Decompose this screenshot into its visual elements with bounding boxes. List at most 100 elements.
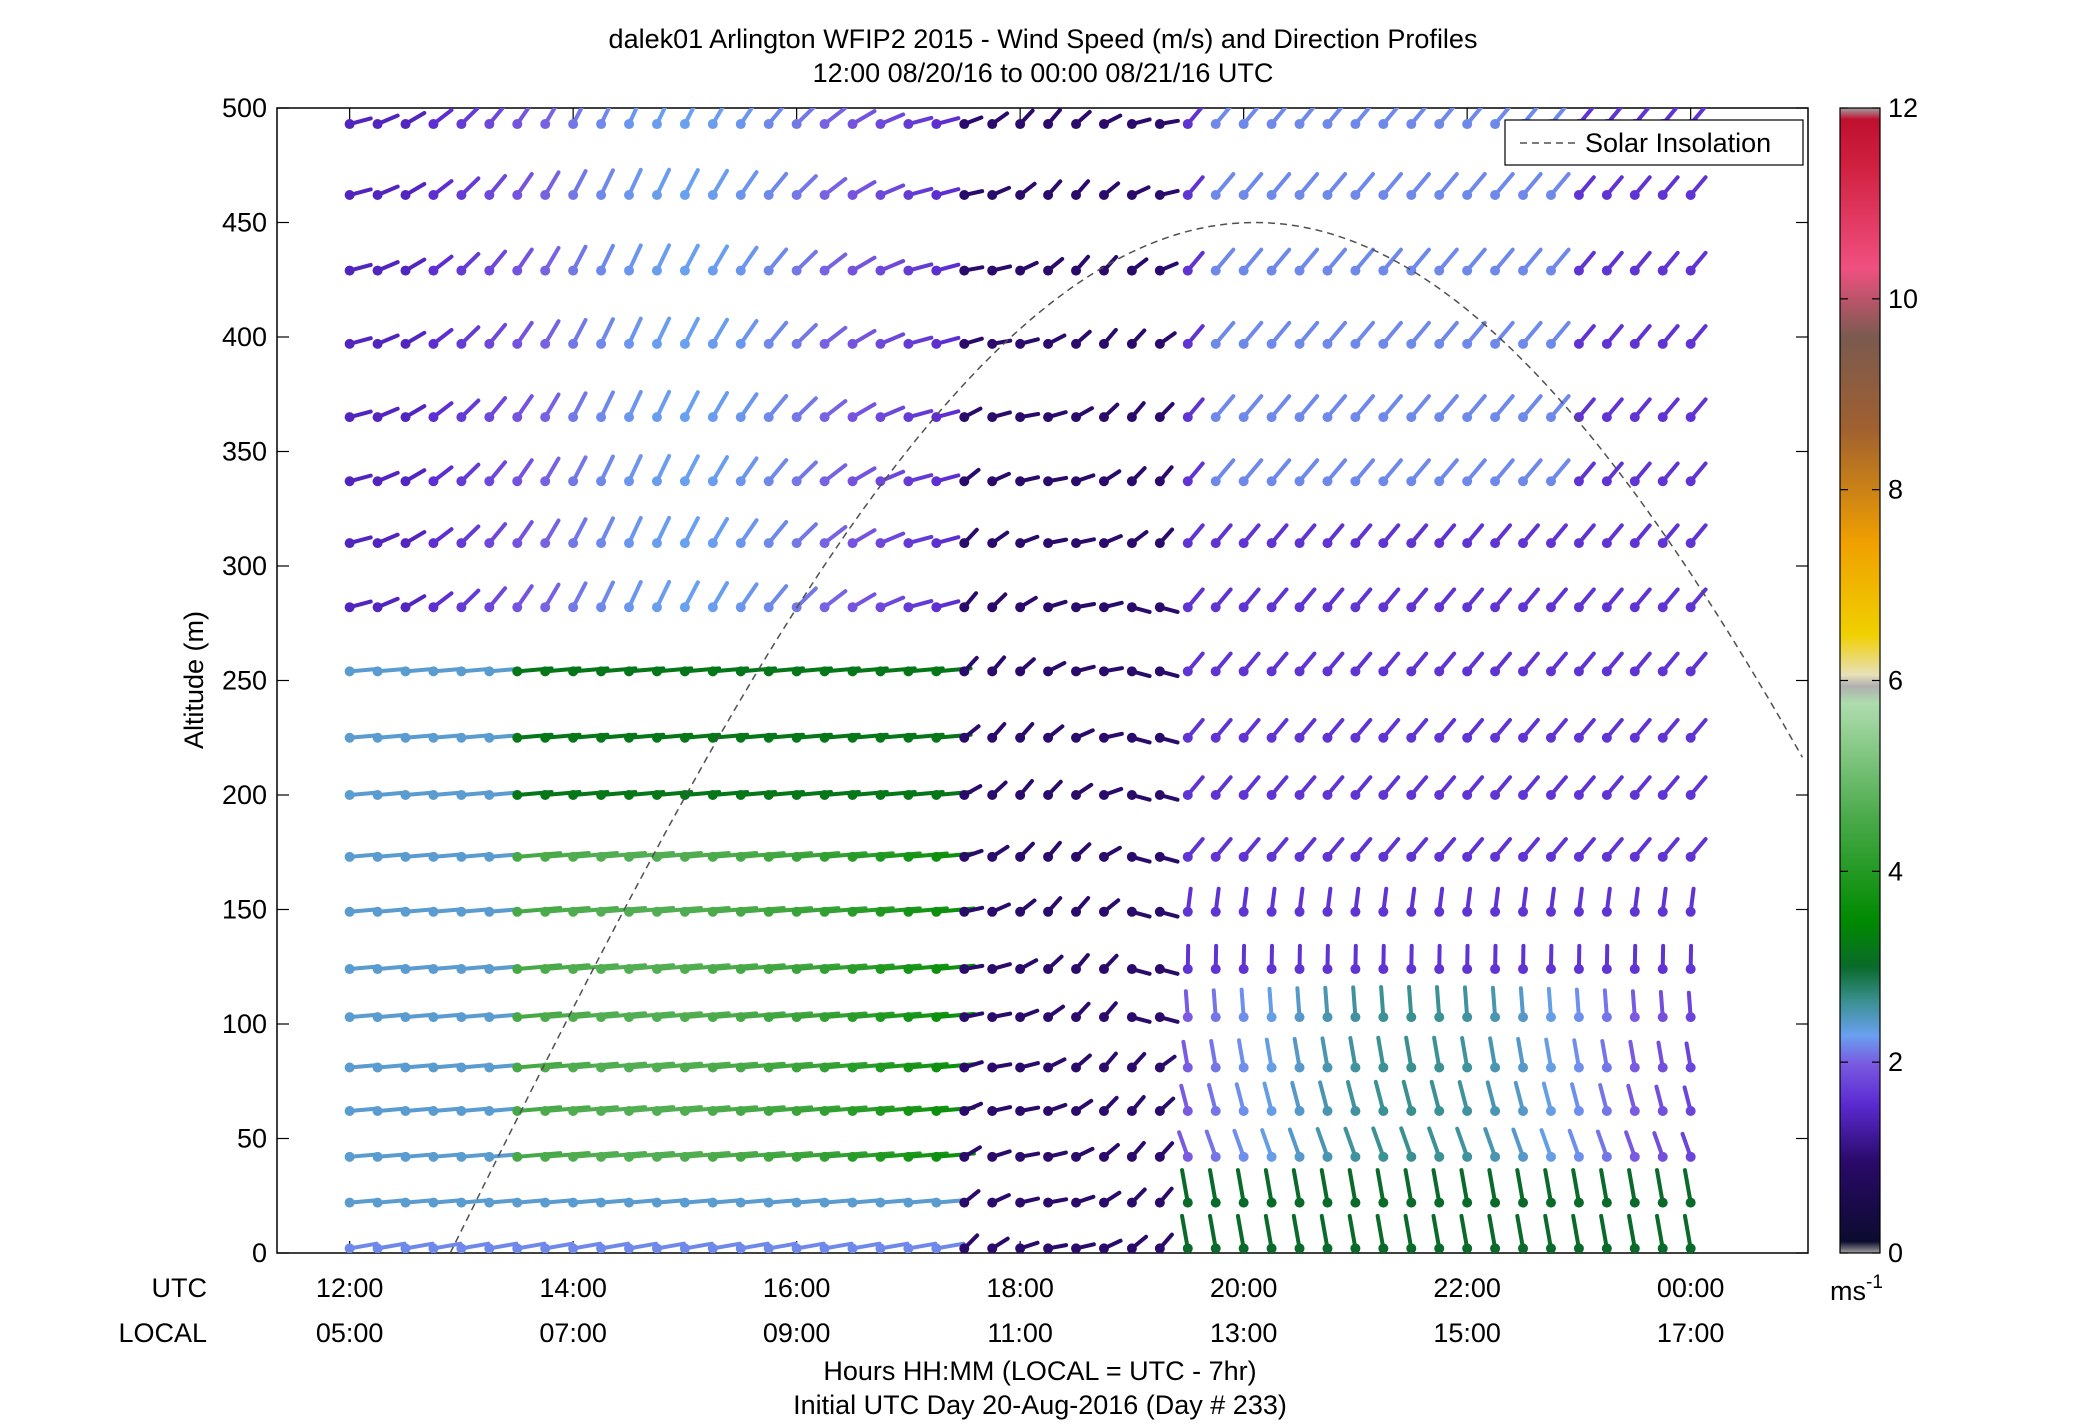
wind-vector-shaft [682,851,731,859]
wind-vector-base [1434,1243,1445,1253]
wind-vector-base [1043,1151,1054,1162]
wind-vector-base [847,851,858,862]
wind-vector [791,522,818,549]
wind-vector-base [791,666,802,677]
wind-vector-base [1294,190,1305,201]
wind-vector [1434,886,1445,917]
wind-vector-shaft [599,1061,648,1070]
wind-vector [819,851,868,862]
wind-vector [1319,1168,1333,1208]
wind-vector [931,409,961,423]
wind-vector-base [1154,1062,1165,1073]
wind-vector-base [1462,906,1473,917]
wind-vector [400,468,427,487]
wind-vector-base [1043,1243,1054,1253]
wind-vector-base [596,1106,607,1117]
wind-vector-base [1685,476,1696,487]
wind-vector-shaft [1427,1126,1442,1159]
wind-vector-base [344,190,355,201]
wind-vector-base [1406,265,1417,276]
wind-vector-base [1322,1062,1333,1073]
wind-vector-base [1378,666,1389,677]
wind-vector [847,1011,895,1023]
wind-vector-base [624,119,635,130]
wind-vector-base [1434,412,1445,423]
wind-vector [1406,394,1431,423]
wind-vector [763,851,814,862]
wind-vector-base [1685,1151,1696,1162]
wind-vector-base [1685,190,1696,201]
wind-vector [1294,108,1316,130]
wind-vector [1657,990,1668,1023]
wind-vector-base [1685,265,1696,276]
wind-vector [1098,953,1119,975]
wind-vector-base [428,906,439,917]
wind-vector [1043,410,1068,423]
wind-vector-base [987,265,998,276]
wind-vector [987,1149,1012,1162]
wind-vector [456,325,481,349]
wind-vector-shaft [543,1151,591,1159]
wind-vector [1573,324,1596,349]
wind-vector-shaft [1487,1168,1498,1205]
wind-vector-base [512,1197,523,1208]
x-axis-ticks: 12:0005:0014:0007:0016:0009:0018:0011:00… [316,108,1724,1348]
wind-vector-base [484,538,495,549]
wind-vector-base [1071,851,1082,862]
wind-vector-base [1378,538,1389,549]
wind-vector-base [791,1106,802,1117]
wind-vector [1573,250,1596,276]
wind-vector-base [1238,1243,1249,1253]
wind-vector-base [1015,790,1026,800]
wind-vector [1071,473,1096,487]
wind-vector-base [428,1243,439,1253]
wind-vector-base [959,190,970,201]
wind-vector [735,518,759,549]
wind-vector [624,108,639,130]
wind-vector-shaft [738,1011,786,1020]
wind-vector [1263,1213,1277,1253]
wind-vector-base [624,1197,635,1208]
wind-vector-base [568,1151,579,1162]
wind-vector [1569,1082,1584,1117]
wind-vector-base [1406,964,1417,975]
wind-vector-shaft [1431,1168,1442,1205]
wind-vector [1266,986,1277,1023]
wind-vector-base [735,338,746,349]
wind-vector-base [596,666,607,677]
wind-vector [1015,1240,1040,1253]
wind-vector [1459,1213,1473,1253]
wind-vector-base [1601,1243,1612,1253]
wind-vector-shaft [682,963,731,972]
x-tick-label-utc: 18:00 [986,1273,1054,1303]
wind-vector [1071,109,1092,130]
wind-vector [735,456,759,487]
wind-vector-base [903,338,914,349]
wind-vector [1071,179,1091,201]
wind-vector-base [1210,1243,1221,1253]
wind-vector-base [1518,964,1529,975]
wind-vector-base [1518,1243,1529,1253]
wind-vector-base [1322,1197,1333,1208]
wind-vector [875,1062,922,1073]
wind-vector-base [679,1243,690,1253]
wind-vector [959,591,979,613]
wind-vector-base [735,1106,746,1117]
wind-vector [1567,1128,1584,1162]
wind-vector-base [596,602,607,613]
wind-vector [735,851,786,862]
wind-vector [568,1061,619,1073]
x-tick-label-utc: 14:00 [539,1273,607,1303]
wind-vector [1238,987,1249,1023]
wind-vector-base [1350,412,1361,423]
wind-vector-base [1294,964,1305,975]
wind-vector-base [512,338,523,349]
wind-vector-base [1462,790,1473,800]
wind-vector-base [484,1012,495,1023]
wind-vector-shaft [1407,985,1414,1020]
wind-vector [1429,1079,1445,1117]
wind-vector-base [1378,1197,1389,1208]
wind-vector [1462,651,1485,677]
wind-vector [1545,886,1556,917]
wind-vector [707,905,759,917]
